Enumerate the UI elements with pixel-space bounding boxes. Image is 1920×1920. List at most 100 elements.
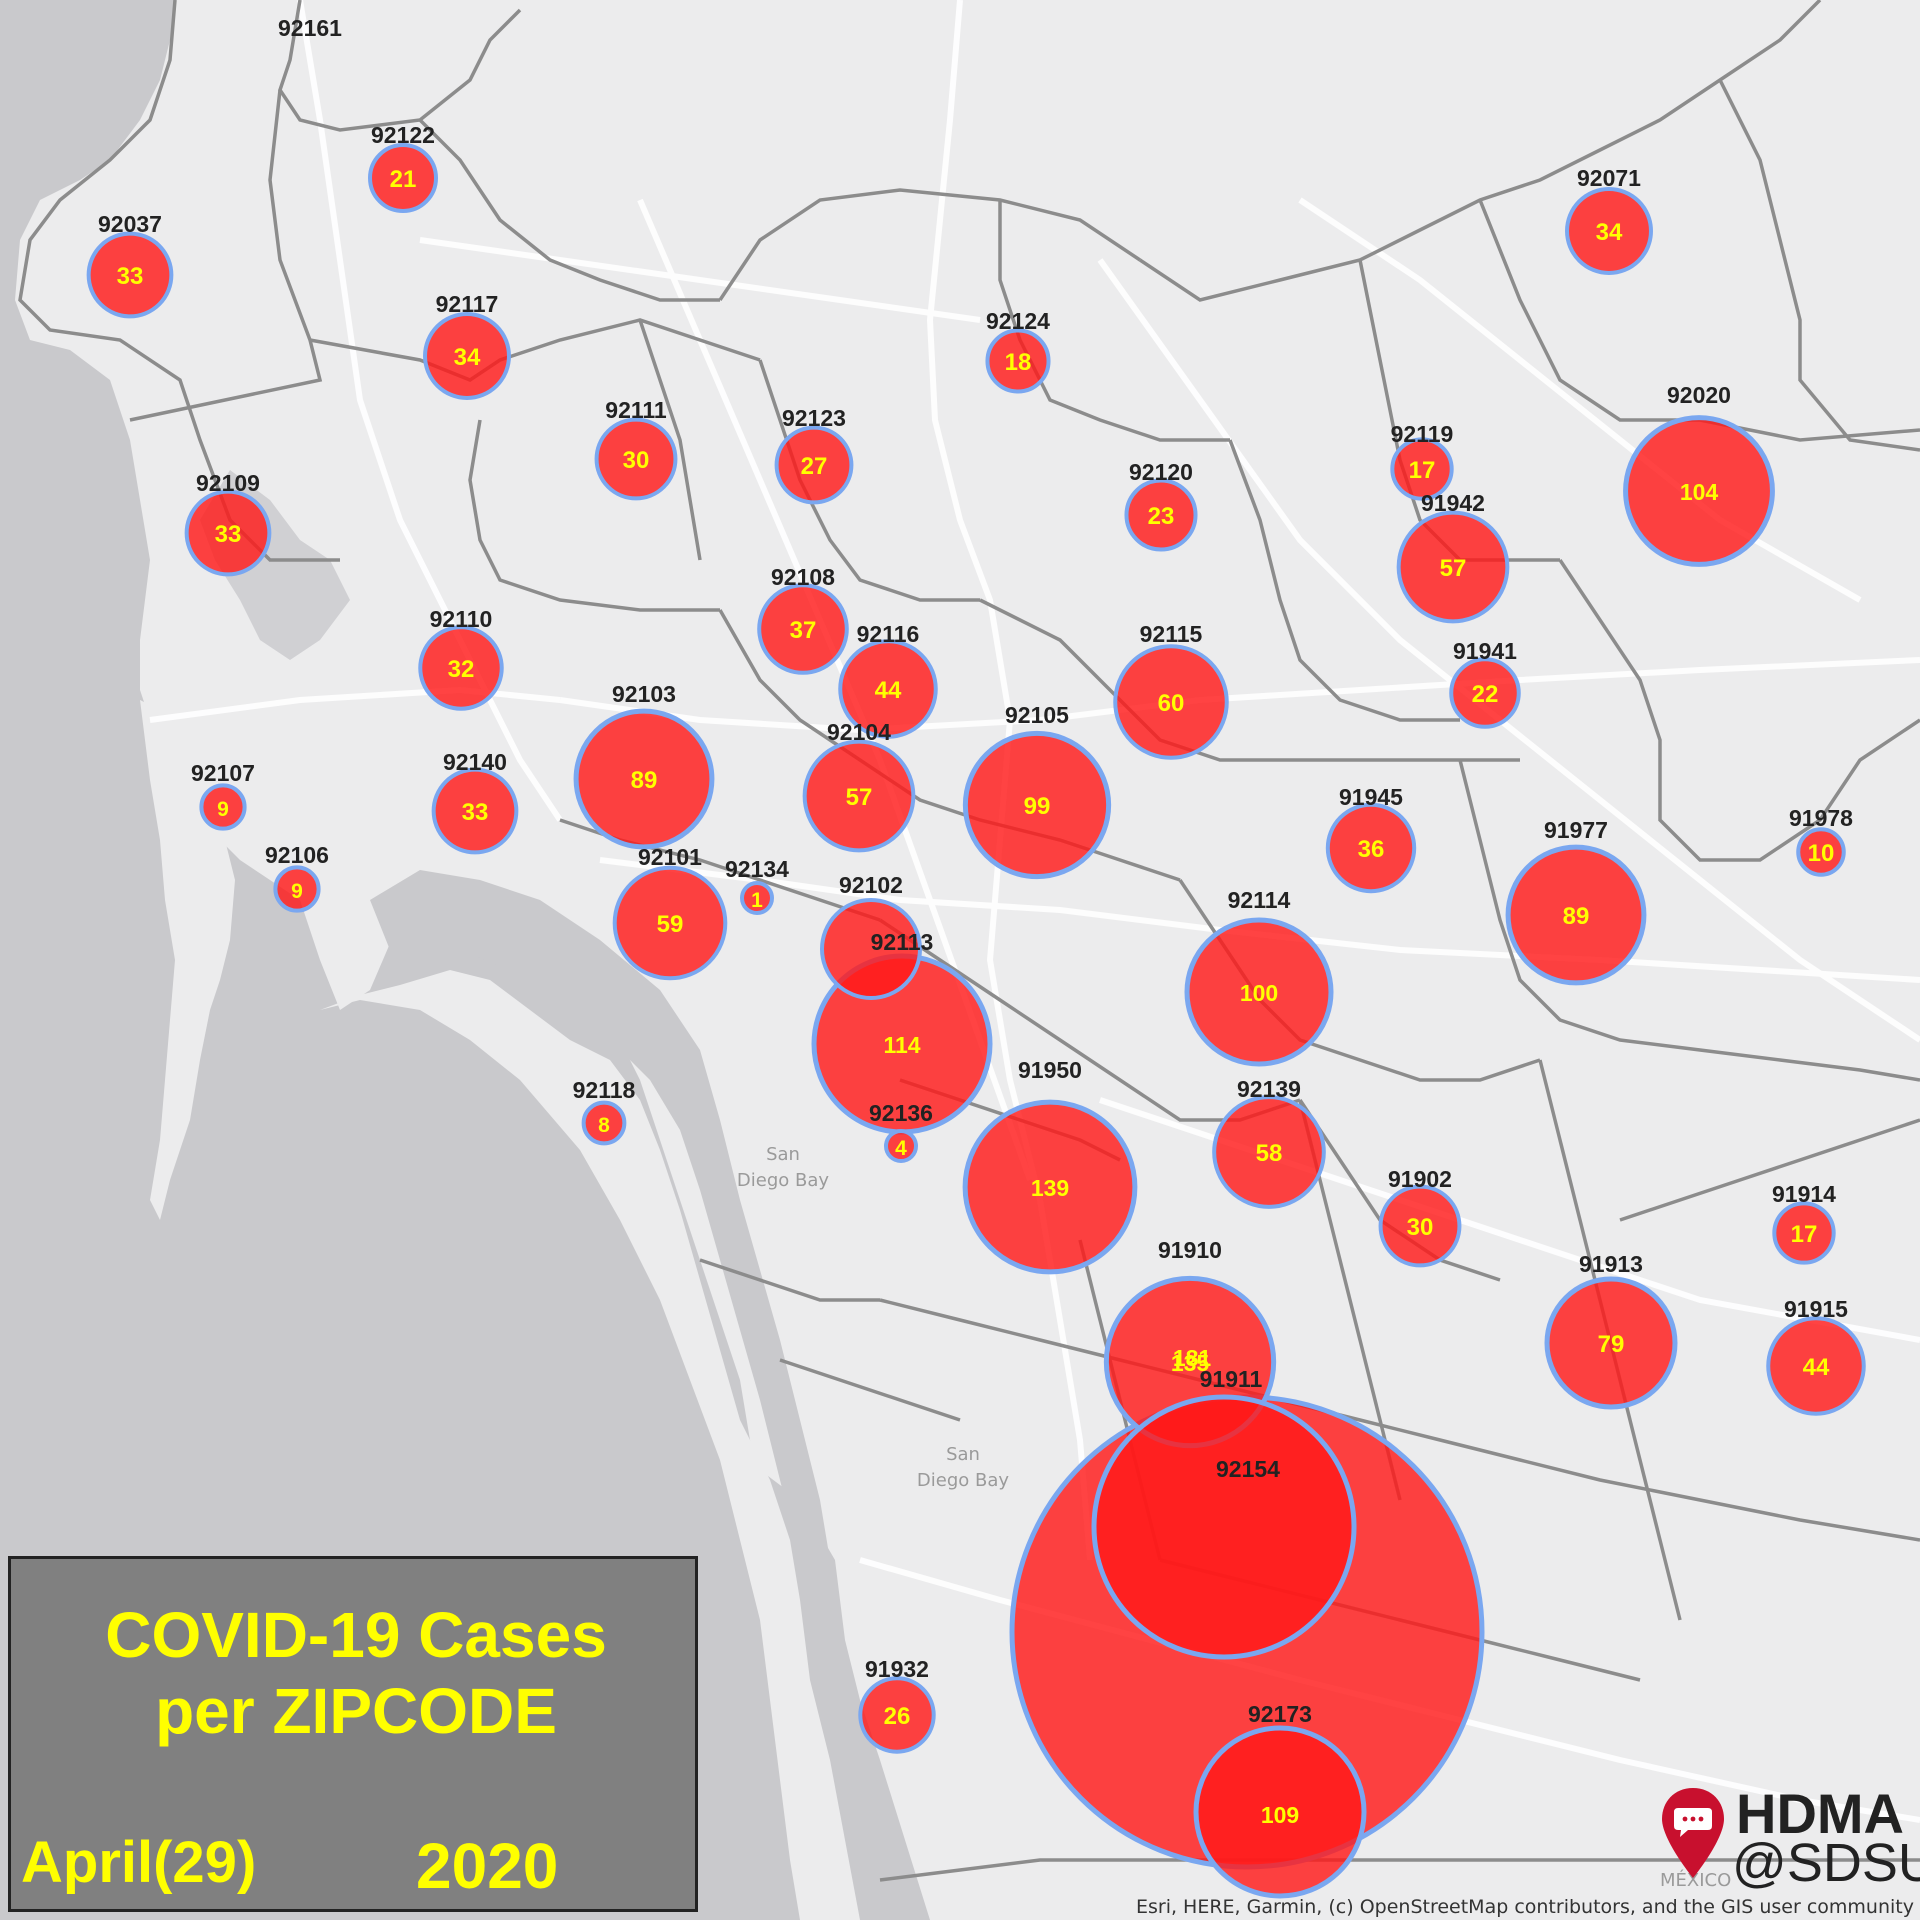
zip-label-92037: 92037 [98,211,162,237]
case-bubble-91977[interactable] [1505,844,1647,986]
zip-label-92140: 92140 [443,749,507,775]
case-bubble-92111[interactable] [594,417,678,501]
case-count-92114: 100 [1240,980,1278,1006]
case-count-92115: 60 [1158,690,1185,717]
case-bubble-91914[interactable] [1772,1201,1836,1265]
case-bubble-92037[interactable] [86,231,174,319]
zip-label-92118: 92118 [573,1077,636,1103]
case-bubble-92119[interactable] [1390,437,1454,501]
zip-label-91950: 91950 [1018,1057,1082,1083]
case-count-92117: 34 [454,344,481,371]
case-bubble-92118[interactable] [581,1100,627,1146]
case-bubble-92122[interactable] [368,143,438,213]
case-bubble-92114[interactable] [1184,917,1334,1067]
map-attribution: Esri, HERE, Garmin, (c) OpenStreetMap co… [1135,1896,1914,1918]
zip-label-91945: 91945 [1339,784,1403,810]
case-bubble-91942[interactable] [1396,510,1510,624]
zip-label-91941: 91941 [1453,638,1517,664]
case-count-92122: 21 [390,166,417,193]
case-bubble-92123[interactable] [774,425,854,505]
zip-label-92104: 92104 [827,719,891,745]
case-bubble-92139[interactable] [1212,1095,1326,1209]
case-count-92107: 9 [217,798,229,821]
case-count-92037: 33 [117,263,144,290]
case-count-92109: 33 [215,521,242,548]
case-bubble-92103[interactable] [573,708,715,850]
case-bubble-92115[interactable] [1113,644,1229,760]
zip-label-91942: 91942 [1421,490,1485,516]
zip-label-92102: 92102 [839,872,903,898]
logo-text-hdma: HDMA [1736,1782,1904,1845]
case-bubble-92020[interactable] [1623,415,1775,567]
case-count-92136: 4 [895,1137,907,1160]
case-count-92113: 114 [883,1032,920,1058]
case-bubble-92101[interactable] [612,865,728,981]
case-count-91913: 79 [1598,1331,1625,1358]
case-bubble-92109[interactable] [184,489,272,577]
case-bubble-91978[interactable] [1796,827,1846,877]
case-bubble-92173[interactable] [1193,1725,1367,1899]
case-count-92101: 59 [657,911,684,938]
case-bubble-91932[interactable] [858,1676,936,1754]
san-diego-bay [370,870,830,1560]
case-bubble-92120[interactable] [1124,478,1198,552]
case-bubble-91913[interactable] [1544,1276,1678,1410]
water-label-bay-1: Diego Bay [737,1170,829,1191]
case-count-91942: 57 [1440,555,1467,582]
case-bubble-91915[interactable] [1766,1316,1866,1416]
zip-label-92113: 92113 [871,929,934,955]
legend-title: COVID-19 Cases per ZIPCODE [11,1597,701,1749]
case-bubble-91950[interactable] [962,1099,1138,1275]
case-bubble-92108[interactable] [757,583,849,675]
case-count-92105: 99 [1024,793,1051,820]
case-count-91932: 26 [884,1703,911,1730]
zip-label-92116: 92116 [857,621,920,647]
case-count-91911: 181 [1173,1345,1212,1371]
case-bubble-92104[interactable] [802,739,916,853]
case-bubble-92110[interactable] [418,625,504,711]
legend-date: April(29) [21,1830,257,1895]
case-bubble-92134[interactable] [740,881,774,915]
zipcode-markers[interactable]: 92161 92122 21 92037 33 92117 34 92109 33 92111 30… [86,15,1866,1899]
zip-label-92020: 92020 [1667,382,1731,408]
case-bubble-92071[interactable] [1565,187,1653,275]
case-bubble-92106[interactable] [273,865,321,913]
case-bubble-92124[interactable] [985,328,1051,394]
legend-title-line2: per ZIPCODE [155,1675,557,1747]
case-count-92111: 30 [623,447,650,474]
case-count-92108: 37 [790,617,817,644]
case-bubble-92105[interactable] [962,730,1112,880]
water-label-san-2: San [946,1444,980,1465]
zip-label-92109: 92109 [196,470,260,496]
case-count-91914: 17 [1791,1221,1818,1248]
case-bubble-92140[interactable] [431,767,519,855]
case-bubble-92117[interactable] [423,312,511,400]
zip-label-92120: 92120 [1129,459,1193,485]
case-bubble-91941[interactable] [1449,657,1521,729]
case-count-92103: 89 [631,767,658,794]
zip-label-92103: 92103 [612,681,676,707]
water-label-san-1: San [766,1144,800,1165]
case-bubble-91902[interactable] [1378,1184,1462,1268]
case-bubble-92107[interactable] [199,783,247,831]
case-count-91910: 135 [1171,1350,1210,1376]
zip-label-92134: 92134 [725,856,789,882]
zip-label-92071: 92071 [1577,165,1641,191]
zip-label-92124: 92124 [986,308,1050,334]
zip-label-92173: 92173 [1248,1701,1312,1727]
zip-label-91910: 91910 [1158,1237,1222,1263]
case-bubble-91945[interactable] [1325,802,1417,894]
case-count-92173: 109 [1261,1802,1299,1828]
zip-label-92110: 92110 [430,606,493,632]
case-count-92120: 23 [1148,503,1175,530]
zip-label-92115: 92115 [1140,621,1203,647]
zip-label-91913: 91913 [1579,1251,1643,1277]
logo-text-sdsu: @SDSU [1732,1833,1920,1893]
case-bubble-92116[interactable] [838,639,938,739]
case-bubble-92136[interactable] [884,1129,918,1163]
hdma-logo: HDMA @SDSU [1658,1782,1920,1892]
map-pin-chat-icon [1662,1788,1724,1878]
case-bubble-92154[interactable] [1091,1394,1357,1660]
zip-label-92105: 92105 [1005,702,1069,728]
case-bubble-92102[interactable] [820,898,922,1000]
